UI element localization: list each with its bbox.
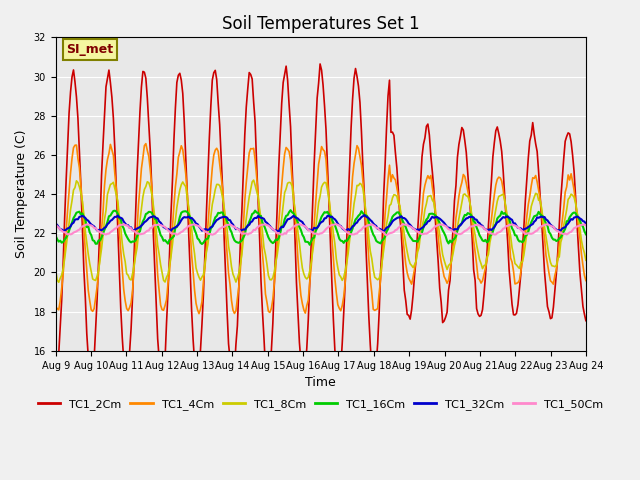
TC1_8Cm bbox=[287, 180, 294, 186]
TC1_32Cm bbox=[117, 215, 125, 221]
TC1_16Cm bbox=[306, 242, 314, 248]
TC1_4Cm bbox=[556, 241, 563, 247]
TC1_32Cm bbox=[210, 221, 218, 227]
TC1_4Cm bbox=[582, 278, 589, 284]
TC1_4Cm bbox=[213, 145, 221, 151]
TC1_2Cm bbox=[211, 68, 219, 73]
TC1_32Cm bbox=[556, 227, 563, 233]
Line: TC1_32Cm: TC1_32Cm bbox=[56, 215, 586, 231]
TC1_50Cm bbox=[285, 228, 293, 233]
TC1_16Cm bbox=[117, 216, 125, 222]
TC1_16Cm bbox=[556, 235, 563, 241]
TC1_2Cm bbox=[582, 318, 589, 324]
TC1_32Cm bbox=[360, 212, 368, 218]
Line: TC1_8Cm: TC1_8Cm bbox=[56, 180, 586, 282]
TC1_50Cm bbox=[238, 231, 246, 237]
TC1_50Cm bbox=[120, 221, 127, 227]
TC1_2Cm bbox=[88, 375, 95, 381]
TC1_32Cm bbox=[582, 221, 589, 227]
TC1_16Cm bbox=[52, 233, 60, 239]
TC1_4Cm bbox=[230, 311, 238, 316]
TC1_8Cm bbox=[250, 177, 257, 183]
Text: SI_met: SI_met bbox=[67, 43, 113, 56]
TC1_50Cm bbox=[383, 232, 390, 238]
TC1_2Cm bbox=[52, 372, 60, 378]
Line: TC1_16Cm: TC1_16Cm bbox=[56, 210, 586, 245]
TC1_8Cm bbox=[52, 268, 60, 274]
TC1_8Cm bbox=[229, 271, 237, 277]
TC1_32Cm bbox=[284, 216, 291, 222]
Line: TC1_2Cm: TC1_2Cm bbox=[56, 64, 586, 378]
TC1_4Cm bbox=[287, 157, 294, 163]
TC1_8Cm bbox=[118, 240, 126, 246]
TC1_2Cm bbox=[118, 334, 126, 340]
TC1_4Cm bbox=[117, 248, 125, 254]
Line: TC1_50Cm: TC1_50Cm bbox=[56, 224, 586, 235]
TC1_8Cm bbox=[582, 257, 589, 263]
TC1_16Cm bbox=[237, 239, 244, 245]
TC1_8Cm bbox=[238, 252, 246, 258]
TC1_4Cm bbox=[52, 304, 60, 310]
Legend: TC1_2Cm, TC1_4Cm, TC1_8Cm, TC1_16Cm, TC1_32Cm, TC1_50Cm: TC1_2Cm, TC1_4Cm, TC1_8Cm, TC1_16Cm, TC1… bbox=[34, 395, 608, 414]
TC1_50Cm bbox=[52, 222, 60, 228]
TC1_16Cm bbox=[284, 212, 291, 218]
Line: TC1_4Cm: TC1_4Cm bbox=[56, 144, 586, 313]
TC1_16Cm bbox=[287, 207, 294, 213]
TC1_50Cm bbox=[117, 222, 125, 228]
Title: Soil Temperatures Set 1: Soil Temperatures Set 1 bbox=[222, 15, 420, 33]
TC1_2Cm bbox=[316, 61, 324, 67]
TC1_50Cm bbox=[556, 229, 563, 235]
TC1_2Cm bbox=[556, 221, 563, 227]
TC1_16Cm bbox=[210, 219, 218, 225]
TC1_8Cm bbox=[55, 279, 63, 285]
TC1_8Cm bbox=[556, 254, 563, 260]
TC1_16Cm bbox=[228, 229, 236, 235]
TC1_50Cm bbox=[582, 222, 589, 228]
TC1_8Cm bbox=[211, 187, 219, 192]
Y-axis label: Soil Temperature (C): Soil Temperature (C) bbox=[15, 130, 28, 258]
TC1_50Cm bbox=[229, 224, 237, 229]
TC1_32Cm bbox=[380, 228, 387, 234]
TC1_50Cm bbox=[211, 230, 219, 236]
TC1_32Cm bbox=[228, 220, 236, 226]
X-axis label: Time: Time bbox=[305, 376, 336, 389]
TC1_4Cm bbox=[195, 311, 203, 316]
TC1_2Cm bbox=[238, 209, 246, 215]
TC1_2Cm bbox=[229, 371, 237, 376]
TC1_32Cm bbox=[237, 228, 244, 233]
TC1_16Cm bbox=[582, 231, 589, 237]
TC1_4Cm bbox=[142, 141, 150, 146]
TC1_32Cm bbox=[52, 221, 60, 227]
TC1_4Cm bbox=[239, 224, 247, 230]
TC1_2Cm bbox=[285, 101, 293, 107]
